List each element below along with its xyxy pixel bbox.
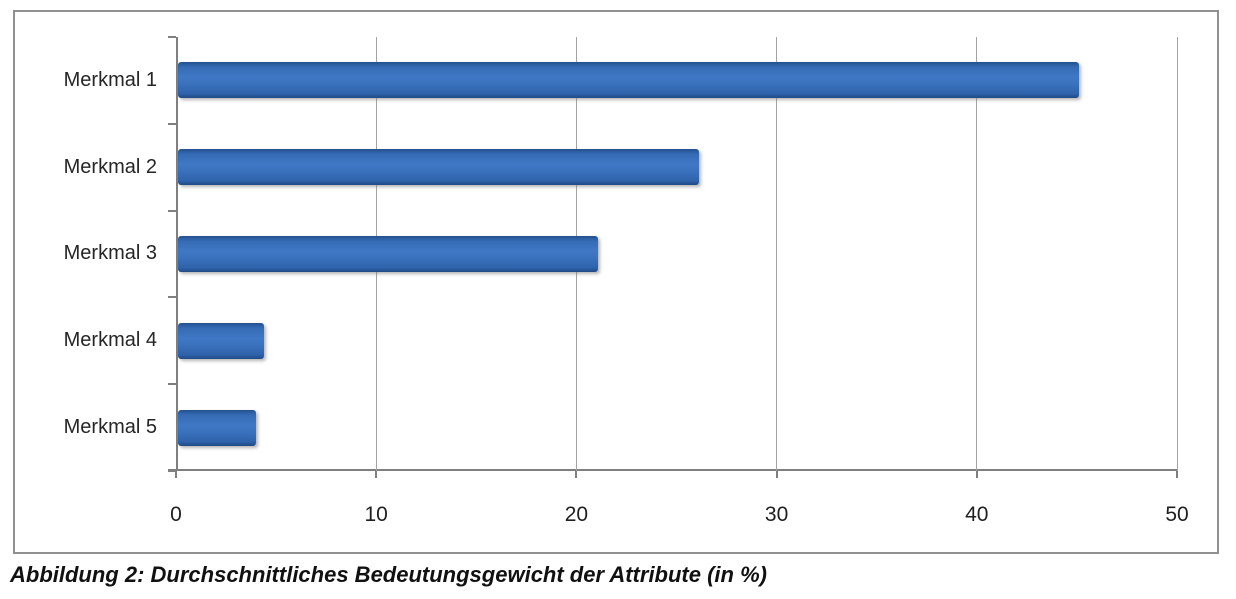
y-axis-tick xyxy=(168,122,176,125)
y-axis-tick xyxy=(168,296,176,299)
bar-2 xyxy=(178,149,699,186)
y-axis-tick xyxy=(168,209,176,212)
bar-1 xyxy=(178,62,1079,99)
x-axis-tick-label: 0 xyxy=(170,503,182,526)
chart-frame: Merkmal 1 Merkmal 2 Merkmal 3 Merkmal 4 Merk… xyxy=(13,10,1219,554)
x-axis-tick xyxy=(775,471,778,478)
value-axis-labels: 0 10 20 30 40 50 xyxy=(15,503,1217,529)
category-label: Merkmal 5 xyxy=(63,416,157,439)
category-label: Merkmal 1 xyxy=(63,68,157,91)
x-axis-tick-label: 10 xyxy=(364,503,388,526)
y-axis-tick xyxy=(168,470,176,472)
bar-3 xyxy=(178,236,599,272)
category-label: Merkmal 3 xyxy=(63,242,157,265)
y-axis-tick xyxy=(168,383,176,386)
plot-area xyxy=(168,36,1178,478)
x-axis-tick xyxy=(375,471,378,478)
x-axis-tick xyxy=(575,471,578,478)
gridline xyxy=(1176,37,1178,471)
x-axis-tick-label: 50 xyxy=(1165,503,1189,526)
figure-caption: Abbildung 2: Durchschnittliches Bedeutun… xyxy=(10,562,767,587)
category-axis-labels: Merkmal 1 Merkmal 2 Merkmal 3 Merkmal 4 Merk… xyxy=(33,37,157,471)
x-axis-tick xyxy=(175,471,177,478)
gridline xyxy=(976,37,978,471)
y-axis-tick xyxy=(168,36,176,38)
x-axis-tick-label: 30 xyxy=(764,503,789,526)
gridline xyxy=(776,37,778,471)
x-axis-tick xyxy=(1176,471,1178,478)
x-axis-tick xyxy=(975,471,978,478)
bar-4 xyxy=(178,322,265,359)
x-axis-line xyxy=(168,469,1177,471)
y-axis-line xyxy=(176,37,178,471)
x-axis-tick-label: 40 xyxy=(965,503,989,526)
x-axis-tick-label: 20 xyxy=(564,503,589,526)
category-label: Merkmal 4 xyxy=(63,329,157,352)
bar-5 xyxy=(178,409,257,446)
category-label: Merkmal 2 xyxy=(63,155,157,178)
